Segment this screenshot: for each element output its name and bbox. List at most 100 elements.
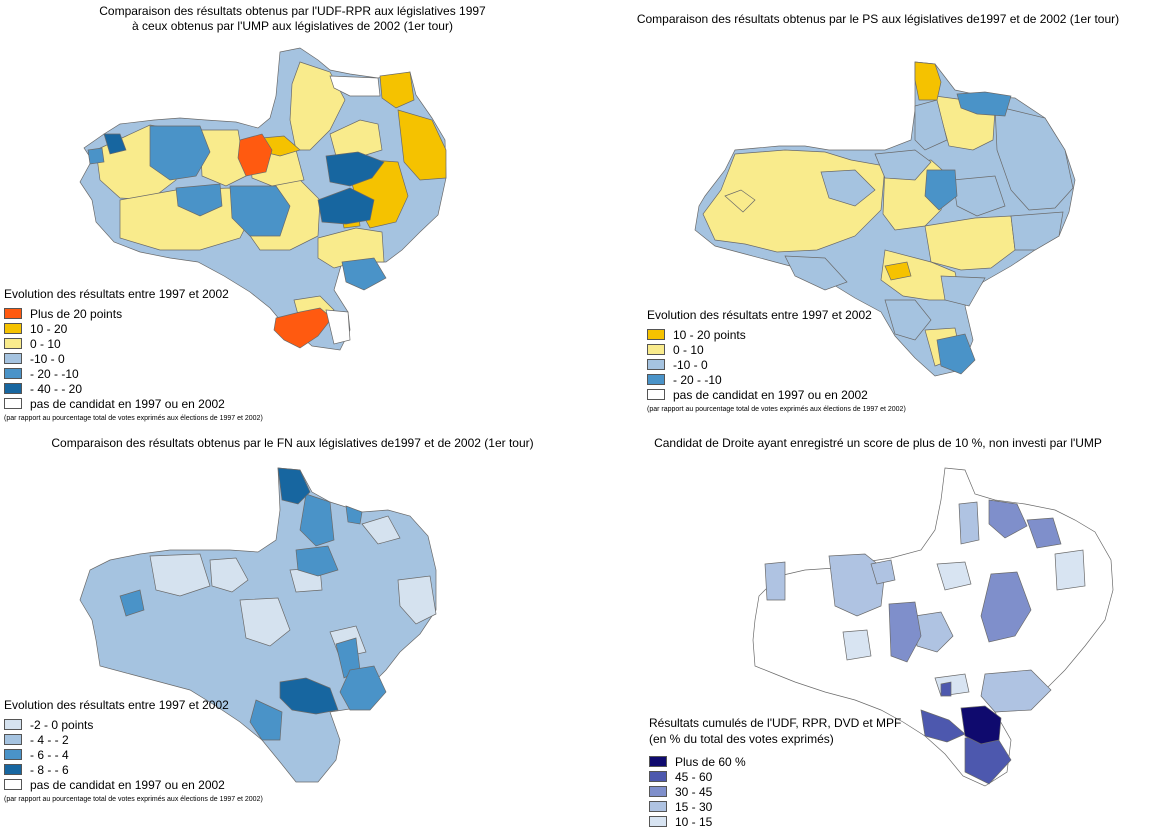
map-ps <box>694 61 1076 377</box>
map-title-fn: Comparaison des résultats obtenus par le… <box>51 436 534 450</box>
legend-swatch <box>649 756 667 767</box>
district <box>103 133 127 155</box>
legend-swatch <box>4 398 22 409</box>
district <box>940 275 986 307</box>
legend-item: Plus de 20 points <box>4 306 263 321</box>
legend-swatch <box>4 383 22 394</box>
district <box>952 175 1006 217</box>
legend-title: Evolution des résultats entre 1997 et 20… <box>647 308 872 322</box>
legend-swatch <box>647 344 665 355</box>
map-title-ps: Comparaison des résultats obtenus par le… <box>636 12 1120 26</box>
legend-item: - 6 - - 4 <box>4 747 263 762</box>
district <box>209 557 249 593</box>
district <box>345 505 363 525</box>
map-udf <box>79 47 447 351</box>
legend-item: 10 - 20 <box>4 321 263 336</box>
legend-swatch <box>4 749 22 760</box>
district <box>239 597 291 647</box>
district <box>361 515 401 545</box>
district <box>936 333 976 375</box>
district <box>924 169 958 211</box>
district <box>936 561 972 591</box>
district <box>339 665 387 711</box>
legend-item: 10 - 15 <box>649 814 901 829</box>
legend-ps: Evolution des résultats entre 1997 et 20… <box>647 308 906 413</box>
legend-title: Evolution des résultats entre 1997 et 20… <box>4 698 229 712</box>
district <box>341 257 387 291</box>
legend-swatch <box>4 338 22 349</box>
legend-swatch <box>4 764 22 775</box>
district <box>940 681 952 697</box>
panel-ps: Comparaison des résultats obtenus par le… <box>585 0 1171 420</box>
district <box>1054 549 1086 591</box>
legend-fn: Evolution des résultats entre 1997 et 20… <box>4 698 263 803</box>
district <box>237 133 273 177</box>
legend-swatch <box>649 801 667 812</box>
district <box>980 571 1032 643</box>
district <box>888 601 922 663</box>
district <box>325 309 351 345</box>
district <box>884 299 932 341</box>
district <box>914 61 942 101</box>
legend-item: 10 - 20 points <box>647 327 906 342</box>
district <box>379 71 415 109</box>
district <box>397 109 447 181</box>
legend-swatch <box>649 816 667 827</box>
district <box>958 501 980 545</box>
district <box>980 669 1052 713</box>
legend-item: -10 - 0 <box>4 351 263 366</box>
legend-item: 0 - 10 <box>647 342 906 357</box>
district <box>884 261 912 281</box>
legend-note: (par rapport au pourcentage total de vot… <box>4 415 263 422</box>
district <box>149 125 211 181</box>
legend-item: 15 - 30 <box>649 799 901 814</box>
legend-swatch <box>4 719 22 730</box>
legend-note: (par rapport au pourcentage total de vot… <box>4 796 263 803</box>
district <box>960 705 1002 745</box>
map-fn <box>79 467 437 783</box>
district <box>329 75 381 97</box>
district <box>920 709 966 743</box>
legend-swatch <box>4 308 22 319</box>
panel-fn: Comparaison des résultats obtenus par le… <box>0 420 585 834</box>
district <box>956 91 1012 117</box>
legend-title: Evolution des résultats entre 1997 et 20… <box>4 287 229 301</box>
district <box>249 699 283 741</box>
legend-swatch <box>649 786 667 797</box>
map-title-droite: Candidat de Droite ayant enregistré un s… <box>654 436 1102 450</box>
district <box>764 561 786 601</box>
district <box>277 467 311 505</box>
legend-item: Plus de 60 % <box>649 754 901 769</box>
district <box>934 673 970 697</box>
legend-swatch <box>649 771 667 782</box>
legend-item: - 20 - -10 <box>4 366 263 381</box>
district <box>994 105 1074 211</box>
district <box>842 629 872 661</box>
district <box>325 151 385 187</box>
district <box>273 307 333 349</box>
legend-swatch <box>647 329 665 340</box>
district <box>874 149 932 181</box>
panel-udf-rpr-ump: Comparaison des résultats obtenus par l'… <box>0 0 585 422</box>
legend-swatch <box>4 323 22 334</box>
district <box>914 99 948 151</box>
legend-swatch <box>647 359 665 370</box>
district <box>1026 517 1062 549</box>
legend-item: pas de candidat en 1997 ou en 2002 <box>647 387 906 402</box>
legend-item: 30 - 45 <box>649 784 901 799</box>
district <box>724 189 756 213</box>
district <box>199 129 247 187</box>
district <box>784 255 848 291</box>
legend-item: -2 - 0 points <box>4 717 263 732</box>
district <box>299 493 335 547</box>
legend-swatch <box>647 374 665 385</box>
legend-item: -10 - 0 <box>647 357 906 372</box>
legend-item: - 8 - - 6 <box>4 762 263 777</box>
panel-droite: Candidat de Droite ayant enregistré un s… <box>585 420 1171 834</box>
district <box>1010 211 1064 251</box>
legend-swatch <box>4 779 22 790</box>
map-title-udf: Comparaison des résultats obtenus par l'… <box>99 4 486 33</box>
legend-title-line2: (en % du total des votes exprimés) <box>649 732 834 746</box>
district <box>149 553 211 597</box>
legend-swatch <box>647 389 665 400</box>
